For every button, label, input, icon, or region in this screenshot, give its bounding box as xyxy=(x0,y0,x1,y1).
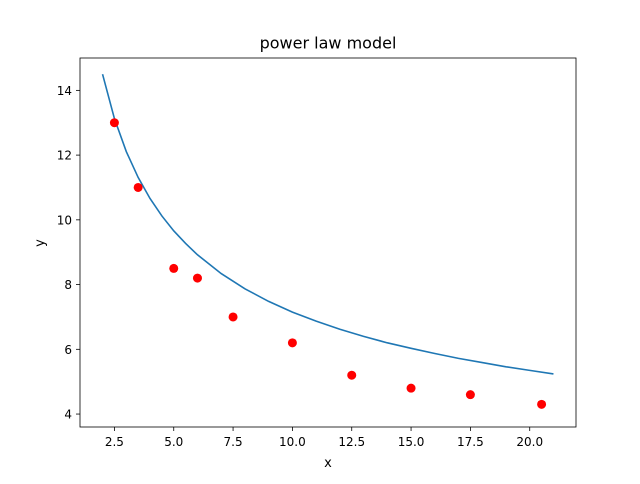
y-tick-label: 14 xyxy=(57,84,72,98)
data-point xyxy=(287,338,297,348)
y-tick-label: 4 xyxy=(64,408,72,422)
x-tick-label: 2.5 xyxy=(105,435,124,449)
x-tick-label: 10.0 xyxy=(279,435,306,449)
x-tick-label: 17.5 xyxy=(457,435,484,449)
data-point xyxy=(406,383,416,393)
y-tick-label: 12 xyxy=(57,149,72,163)
y-tick-label: 6 xyxy=(64,343,72,357)
data-point xyxy=(169,263,179,273)
x-tick-label: 7.5 xyxy=(224,435,243,449)
data-point xyxy=(109,118,119,128)
data-point xyxy=(537,399,547,409)
data-point xyxy=(465,390,475,400)
data-point xyxy=(228,312,238,322)
x-axis-label: x xyxy=(324,456,332,471)
x-tick-label: 20.0 xyxy=(516,435,543,449)
y-tick-label: 8 xyxy=(64,278,72,292)
plot-frame xyxy=(79,57,577,428)
data-point xyxy=(133,182,143,192)
y-axis-label: y xyxy=(33,239,48,247)
y-tick-label: 10 xyxy=(57,213,72,227)
data-point xyxy=(192,273,202,283)
data-point xyxy=(347,370,357,380)
fit-line xyxy=(101,73,554,375)
plot-content: 2.5 5.0 7.5 10.0 12.5 15.0 17.5 20.0 4 6 8 10 12 14 xyxy=(57,73,554,449)
x-tick-label: 15.0 xyxy=(398,435,425,449)
x-tick-label: 5.0 xyxy=(164,435,183,449)
chart-title: power law model xyxy=(260,34,397,53)
x-tick-label: 12.5 xyxy=(338,435,365,449)
